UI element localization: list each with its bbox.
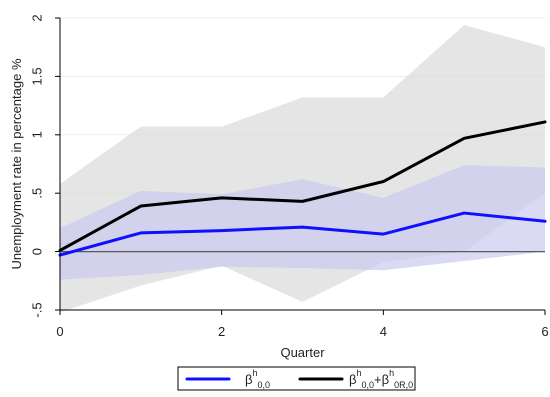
legend-base-symbol: β [245, 372, 252, 387]
series-line-base [58, 211, 547, 257]
y-tick-label-2: .5 [29, 188, 44, 199]
y-tick-label-5: 2 [29, 14, 44, 21]
x-tick-label-2: 4 [380, 324, 387, 339]
x-axis-label: Quarter [280, 345, 325, 360]
plot-area [58, 17, 547, 313]
y-tick-label-0: -.5 [29, 302, 44, 317]
legend: βh0,0 βh0,0+βh0R,0 [177, 366, 416, 391]
legend-superscript-2: h [389, 368, 394, 378]
legend-base-symbol: β [349, 372, 356, 387]
x-tick-label-1: 2 [218, 324, 225, 339]
y-tick-label-1: 0 [29, 248, 44, 255]
legend-label-base: βh0,0 [245, 368, 270, 390]
y-axis-label: Unemployment rate in percentage % [9, 58, 24, 269]
legend-superscript: h [252, 368, 257, 378]
y-tick-label-4: 1.5 [29, 67, 44, 85]
legend-subscript-2: 0R,0 [394, 380, 413, 390]
legend-box [177, 366, 416, 391]
legend-superscript: h [356, 368, 361, 378]
legend-subscript: 0,0 [258, 380, 271, 390]
axes: -.5 0 .5 1 1.5 2 0 2 4 6 Quarter Unemployment rate … [9, 14, 549, 360]
legend-label-combined: βh0,0+βh0R,0 [349, 368, 413, 390]
y-tick-label-3: 1 [29, 131, 44, 138]
series-line-combined [58, 120, 547, 252]
legend-plus-term: +β [374, 372, 389, 387]
x-tick-label-0: 0 [56, 324, 63, 339]
x-tick-label-3: 6 [541, 324, 548, 339]
legend-subscript: 0,0 [362, 380, 375, 390]
